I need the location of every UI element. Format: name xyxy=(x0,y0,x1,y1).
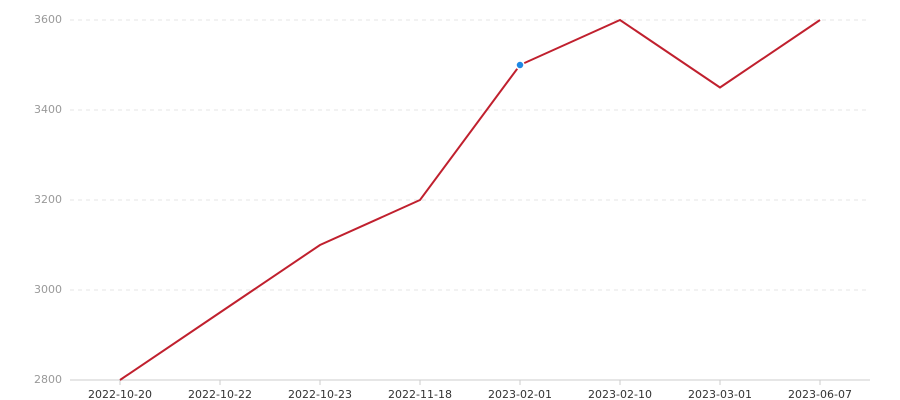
y-tick-label: 3400 xyxy=(34,103,62,116)
highlight-point xyxy=(515,60,525,70)
y-tick-label: 3600 xyxy=(34,13,62,26)
x-tick-label: 2022-10-22 xyxy=(188,388,252,400)
line xyxy=(119,18,821,381)
x-tick-label: 2023-03-01 xyxy=(688,388,752,400)
y-tick-label: 2800 xyxy=(34,373,62,386)
y-tick-label: 3000 xyxy=(34,283,62,296)
y-tick-label: 3200 xyxy=(34,193,62,206)
x-tick-label: 2022-11-18 xyxy=(388,388,452,400)
x-tick-label: 2023-02-10 xyxy=(588,388,652,400)
x-tick-label: 2023-02-01 xyxy=(488,388,552,400)
x-tick-label: 2023-06-07 xyxy=(788,388,852,400)
x-tick-label: 2022-10-20 xyxy=(88,388,152,400)
x-tick-label: 2022-10-23 xyxy=(288,388,352,400)
